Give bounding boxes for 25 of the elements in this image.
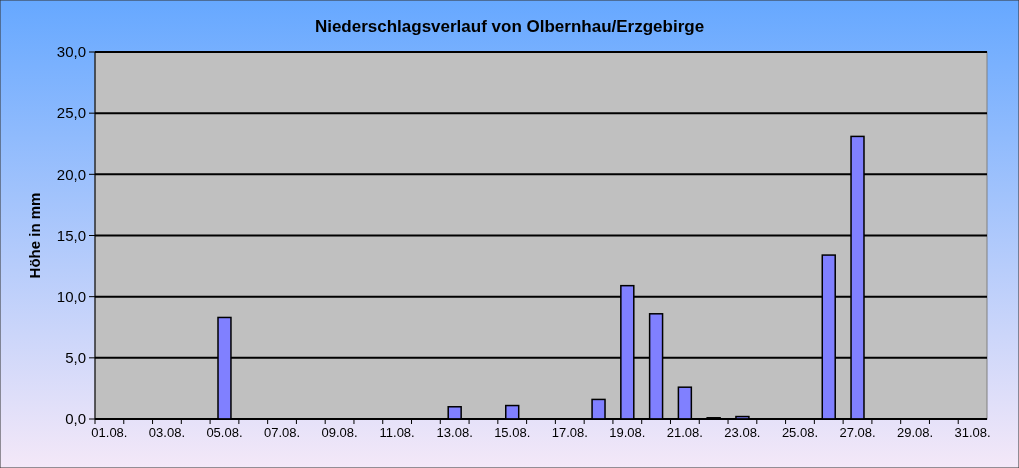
x-tick-label: 05.08. <box>206 425 243 440</box>
x-tick-label: 31.08. <box>954 425 991 440</box>
y-tick-label: 20,0 <box>56 165 86 183</box>
x-tick-label: 23.08. <box>724 425 761 440</box>
y-tick-label: 15,0 <box>56 226 86 244</box>
x-tick-label: 17.08. <box>551 425 588 440</box>
x-tick-label: 11.08. <box>379 425 415 440</box>
x-tick-label: 21.08. <box>666 425 703 440</box>
y-axis-title: Höhe in mm <box>26 192 43 279</box>
x-tick-label: 19.08. <box>609 425 646 440</box>
y-tick-label: 10,0 <box>56 287 86 305</box>
x-tick-label: 29.08. <box>896 425 934 440</box>
x-tick-label: 25.08. <box>781 425 819 440</box>
x-tick-label: 13.08. <box>436 425 473 440</box>
x-tick-label: 15.08. <box>494 425 531 440</box>
chart-title: Niederschlagsverlauf von Olbernhau/Erzgebirge <box>314 17 705 36</box>
x-tick-label: 27.08. <box>839 425 876 440</box>
y-tick-label: 5,0 <box>65 349 86 367</box>
y-tick-label: 25,0 <box>56 104 86 122</box>
x-tick-label: 03.08. <box>148 425 186 440</box>
y-tick-label: 0,0 <box>65 410 86 428</box>
x-tick-label: 01.08. <box>91 425 128 440</box>
x-tick-label: 07.08. <box>263 425 301 440</box>
x-tick-label: 09.08. <box>321 425 358 440</box>
y-tick-label: 30,0 <box>56 43 86 61</box>
